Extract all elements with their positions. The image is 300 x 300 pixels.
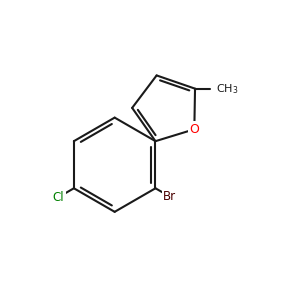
Text: Br: Br bbox=[163, 190, 176, 203]
Text: Cl: Cl bbox=[53, 190, 64, 204]
Text: O: O bbox=[189, 123, 199, 136]
Text: CH$_3$: CH$_3$ bbox=[216, 82, 238, 96]
